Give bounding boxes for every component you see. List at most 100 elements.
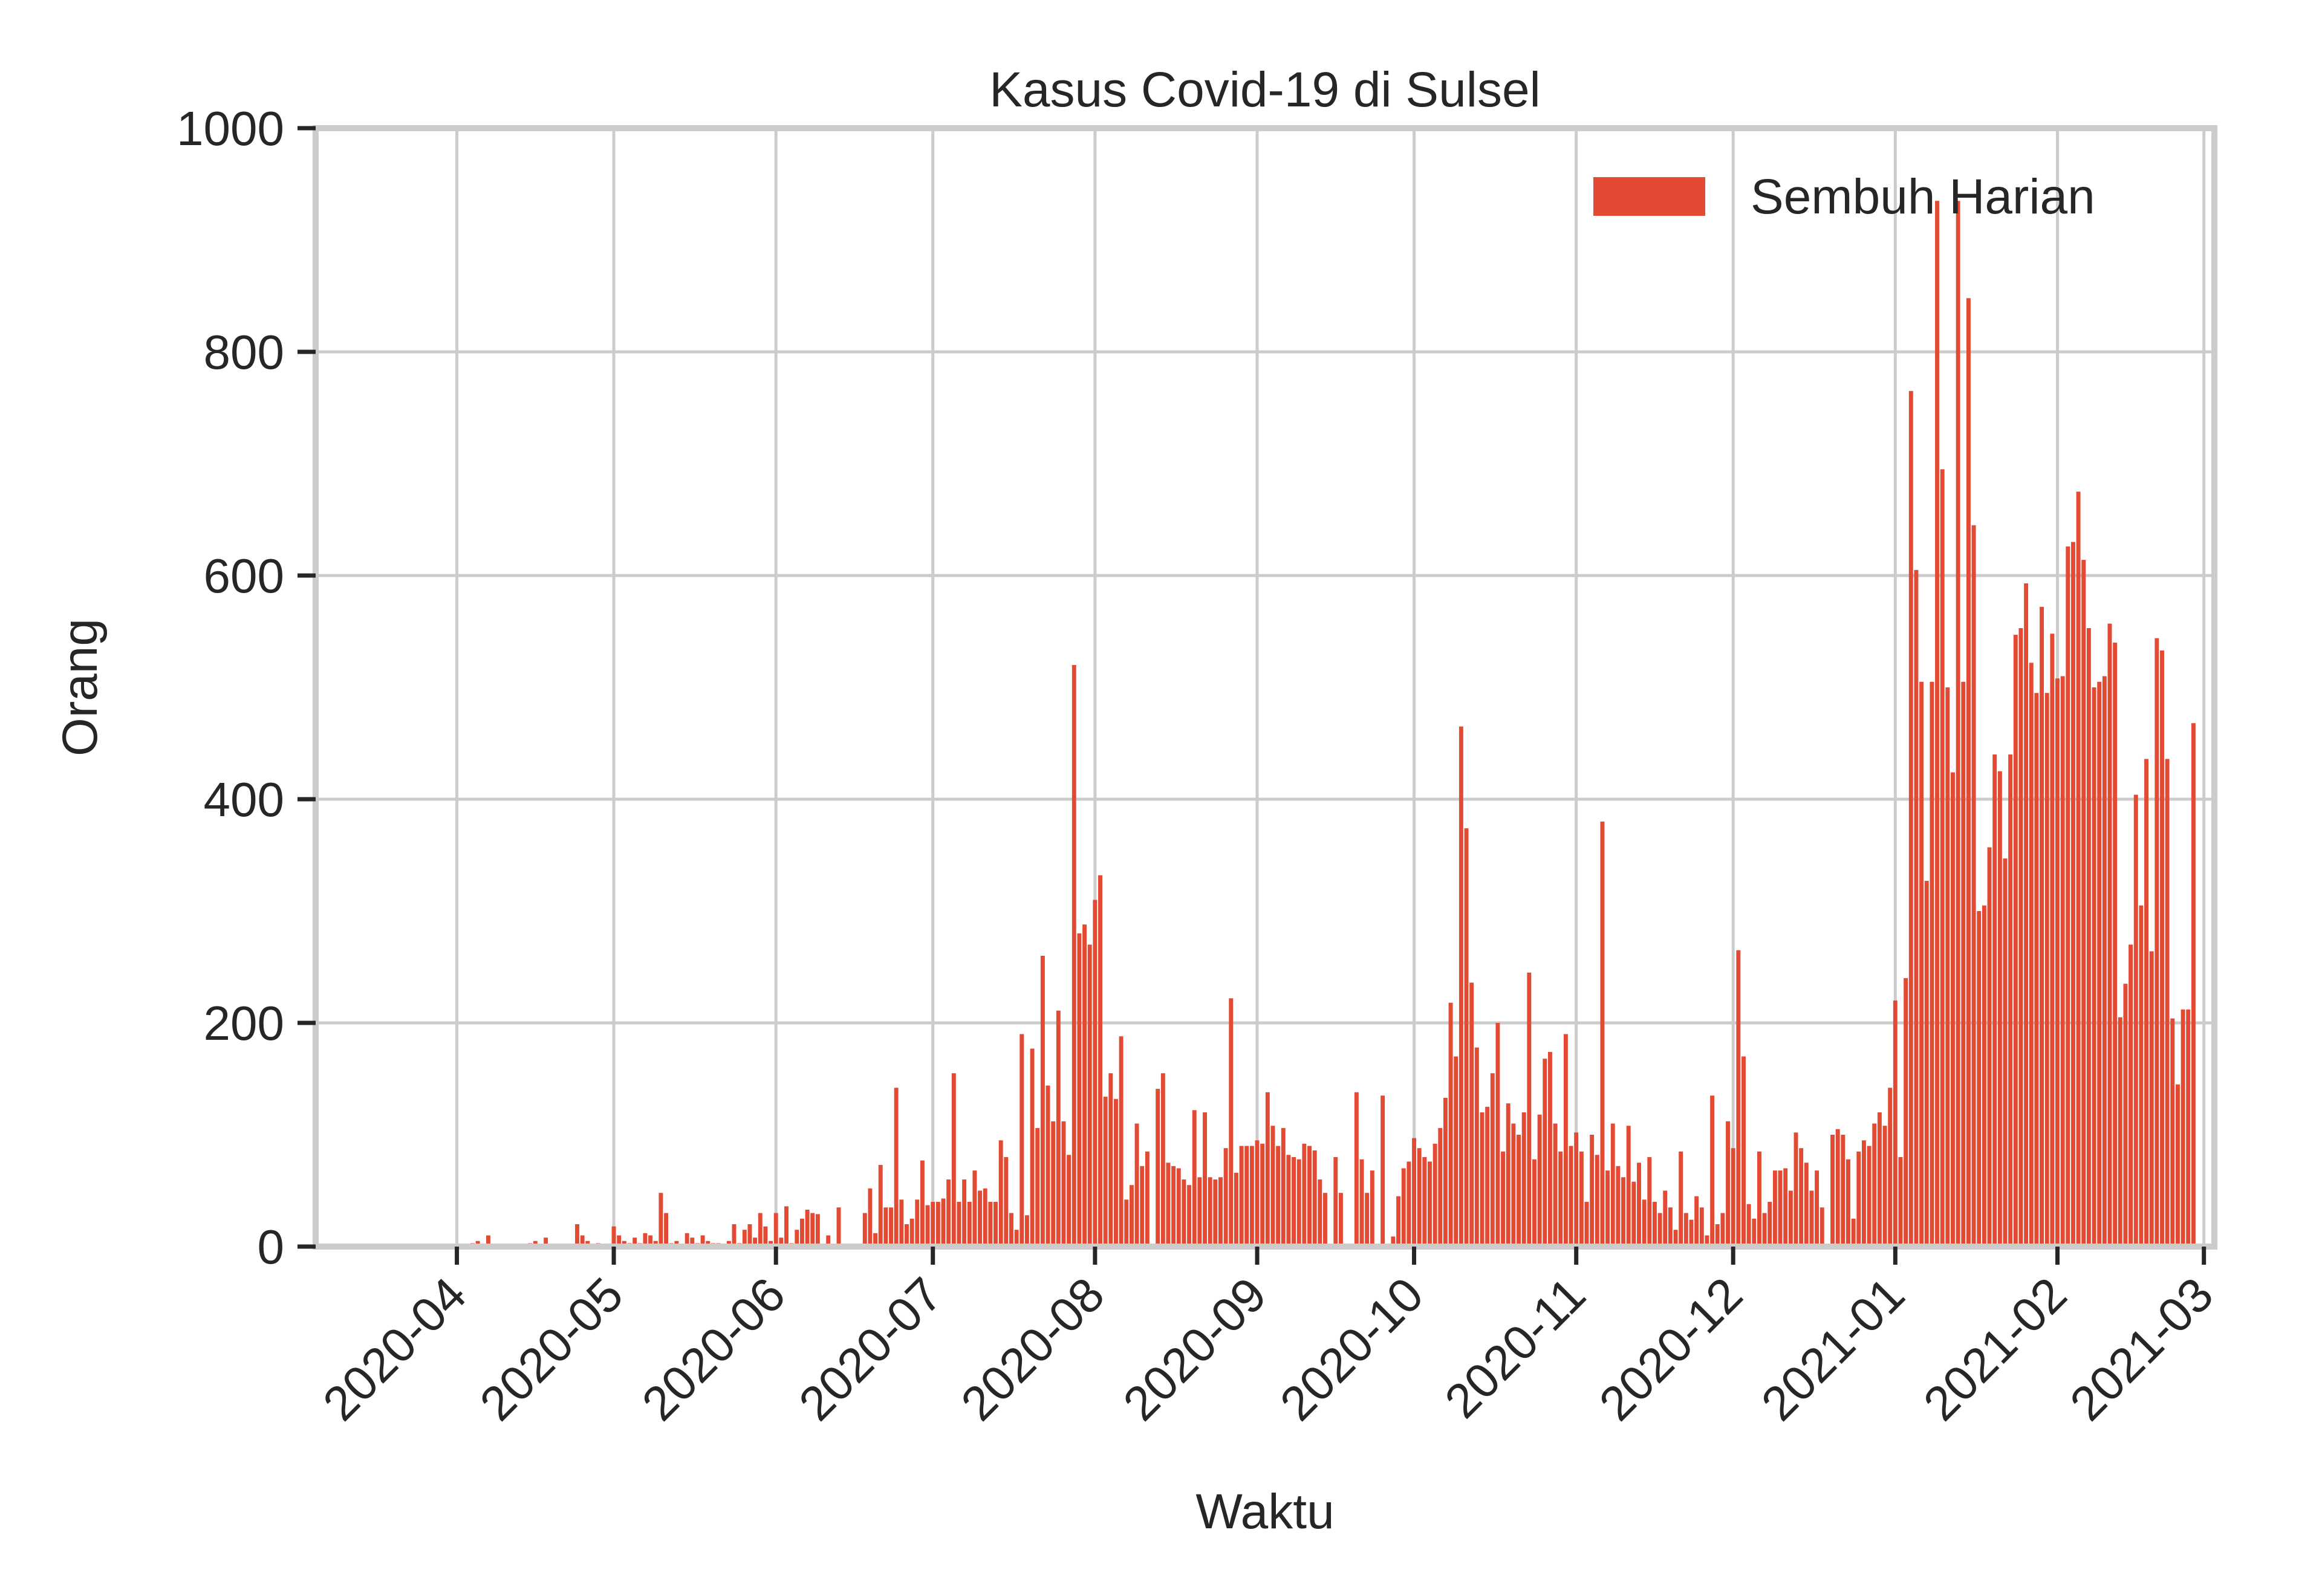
bar [1428, 1161, 1432, 1247]
bar [994, 1202, 998, 1247]
bar [1046, 1085, 1050, 1247]
bar [2092, 687, 2096, 1247]
bar [1024, 1215, 1029, 1247]
bar [1710, 1095, 1715, 1247]
bar [1166, 1163, 1171, 1247]
bar [1851, 1218, 1856, 1247]
bar [1129, 1185, 1134, 1247]
bar [1490, 1073, 1495, 1247]
bar [962, 1179, 967, 1247]
bar [2149, 951, 2154, 1247]
bar [925, 1205, 930, 1247]
bar [1260, 1143, 1265, 1247]
bar [2107, 623, 2112, 1247]
bar [1631, 1181, 1636, 1247]
bar [805, 1209, 810, 1247]
bar [1203, 1112, 1207, 1247]
bar [2144, 759, 2149, 1247]
bar [1176, 1168, 1181, 1247]
bar [1861, 1140, 1866, 1247]
bar [810, 1213, 815, 1247]
bar [2165, 759, 2170, 1247]
bar [1134, 1123, 1139, 1247]
y-tick-label: 400 [204, 773, 284, 826]
bar [1961, 681, 1966, 1247]
bar [2133, 794, 2138, 1247]
bar [1234, 1172, 1238, 1247]
bar [742, 1230, 747, 1247]
bar [1270, 1126, 1275, 1247]
bar [1919, 681, 1924, 1247]
bar [1087, 944, 1092, 1247]
bar [2170, 1018, 2175, 1247]
bar [2050, 634, 2055, 1247]
bar [1762, 1213, 1767, 1247]
bar [2003, 858, 2008, 1247]
bar [1997, 771, 2002, 1247]
bar [815, 1214, 820, 1247]
bar [1788, 1190, 1793, 1247]
bar [1318, 1179, 1322, 1247]
bar [664, 1213, 669, 1247]
bar [1590, 1135, 1595, 1247]
x-axis-label: Waktu [1195, 1484, 1334, 1539]
legend-swatch [1593, 177, 1705, 216]
bar [1517, 1135, 1521, 1247]
bar [1265, 1092, 1270, 1247]
bar [1511, 1123, 1516, 1247]
bar [1569, 1146, 1573, 1247]
bar [883, 1207, 888, 1247]
bar [1543, 1059, 1547, 1247]
bar [967, 1202, 972, 1247]
bar [1119, 1036, 1124, 1247]
bar [920, 1160, 925, 1247]
y-tick-label: 1000 [177, 102, 284, 155]
bar [1296, 1159, 1301, 1247]
bar [2175, 1084, 2180, 1247]
bar [1464, 828, 1469, 1247]
bar [1229, 998, 1234, 1247]
bar [1438, 1127, 1443, 1247]
bar [1014, 1230, 1019, 1247]
bar [2118, 1017, 2122, 1247]
bar [1904, 978, 1908, 1247]
bar [1652, 1202, 1657, 1247]
bar [685, 1233, 689, 1247]
bar [1809, 1190, 1814, 1247]
bar [1114, 1098, 1118, 1247]
bar [1867, 1146, 1872, 1247]
bar [1035, 1127, 1040, 1247]
bar [753, 1238, 758, 1247]
bar [1412, 1138, 1416, 1247]
bar [1249, 1146, 1254, 1247]
bar [633, 1238, 637, 1247]
legend: Sembuh Harian [1593, 169, 2095, 224]
bar [1746, 1204, 1751, 1247]
bar [1459, 726, 1463, 1247]
bar [1407, 1161, 1411, 1247]
bar [1354, 1092, 1359, 1247]
bar [1930, 681, 1934, 1247]
bar [1757, 1151, 1761, 1247]
bar [617, 1235, 622, 1247]
y-axis-label: Orang [53, 618, 108, 756]
bar [1537, 1114, 1542, 1247]
bar [2155, 638, 2159, 1247]
bar [2029, 663, 2034, 1247]
bar [1067, 1155, 1072, 1247]
bar [1061, 1121, 1066, 1247]
bar [1072, 665, 1076, 1247]
legend-label: Sembuh Harian [1751, 169, 2095, 224]
bar [1391, 1236, 1396, 1247]
bar [1040, 956, 1045, 1247]
bar [1255, 1140, 1260, 1247]
bar [946, 1179, 951, 1247]
bar [1103, 1097, 1108, 1247]
bar [1333, 1157, 1338, 1247]
bar [575, 1224, 579, 1247]
bar [2097, 681, 2102, 1247]
bar [1610, 1123, 1615, 1247]
bar [983, 1188, 987, 1247]
bar [2076, 491, 2081, 1247]
bar [648, 1235, 653, 1247]
